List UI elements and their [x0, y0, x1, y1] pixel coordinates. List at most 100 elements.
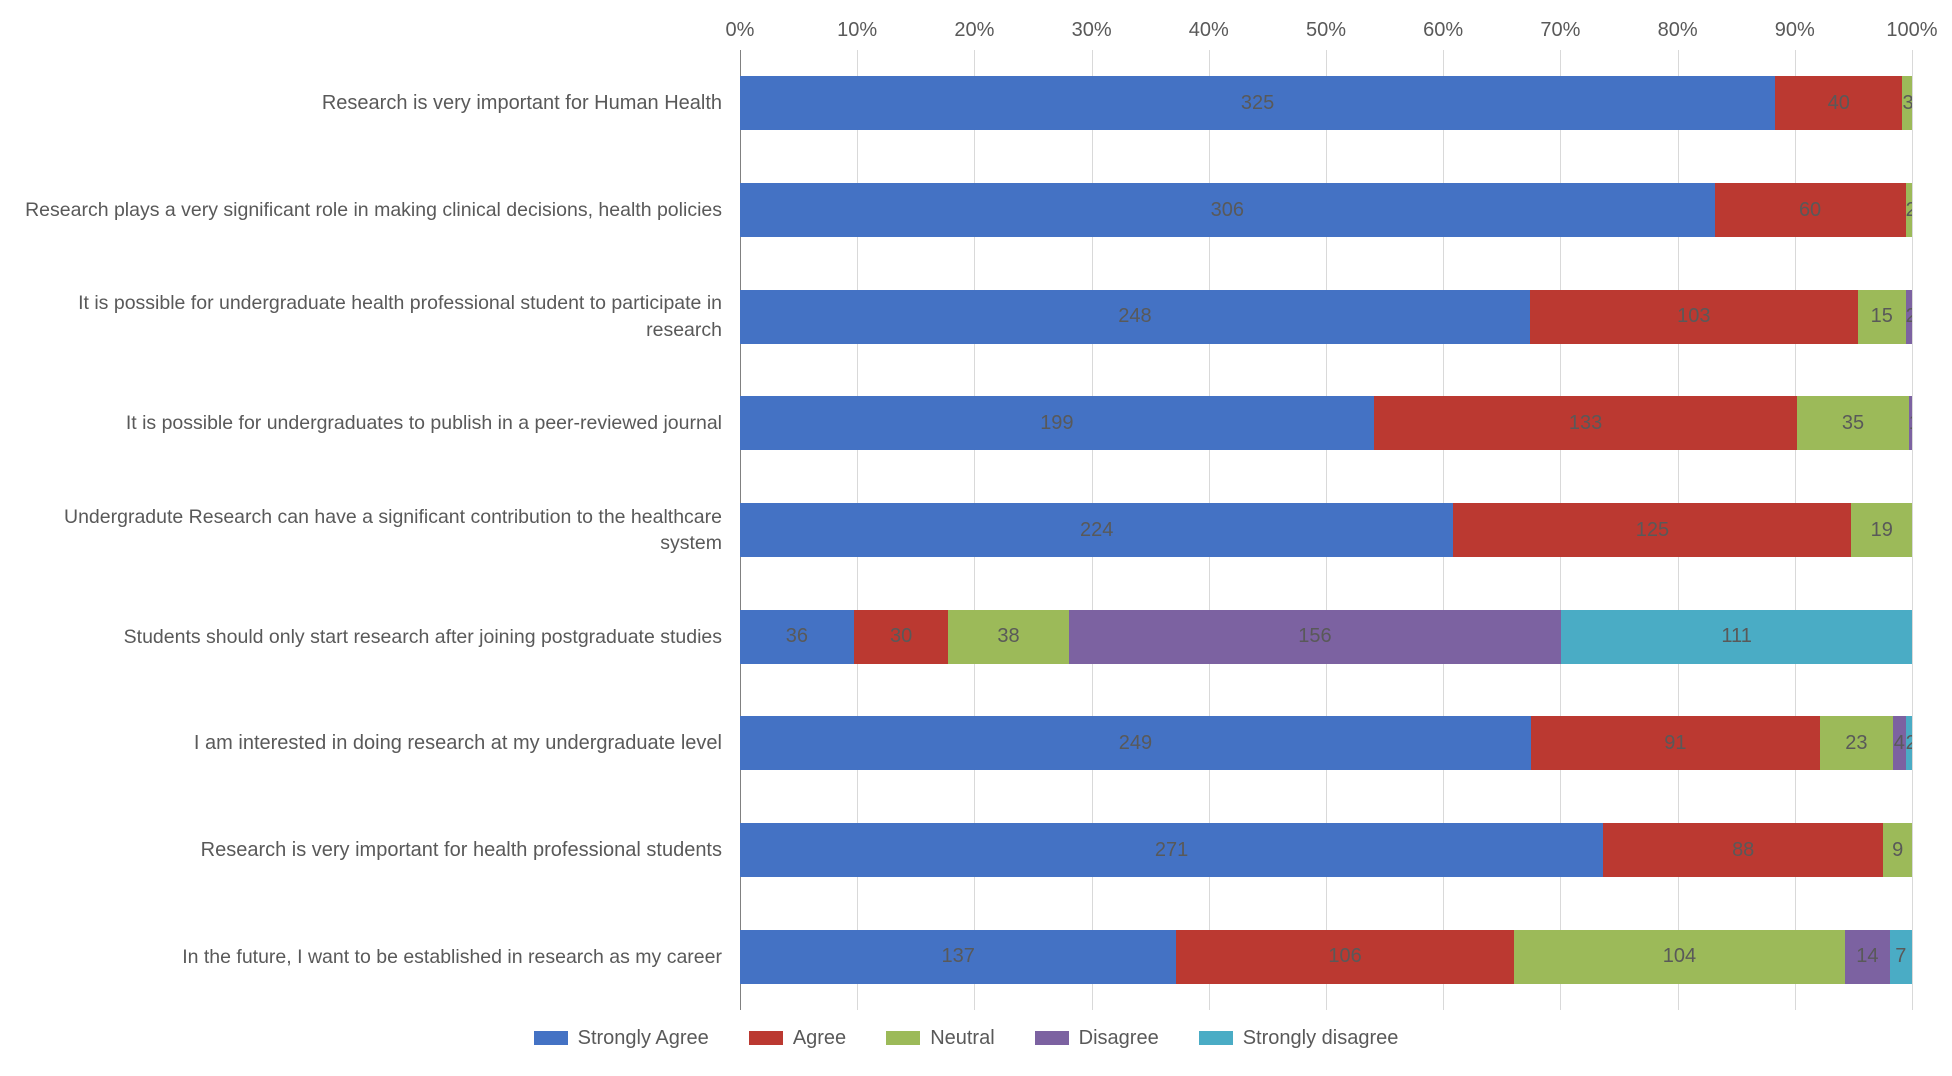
segment-value: 38 — [997, 625, 1019, 648]
segment-value: 60 — [1799, 199, 1821, 222]
legend-swatch — [749, 1031, 783, 1045]
segment-value: 2 — [1906, 199, 1912, 222]
segment-value: 199 — [1040, 412, 1073, 435]
x-axis-tick-label: 90% — [1775, 19, 1815, 42]
chart-row: Research plays a very significant role i… — [20, 157, 1912, 264]
segment-value: 133 — [1569, 412, 1602, 435]
gridline — [1912, 583, 1913, 690]
segment-value: 104 — [1663, 945, 1696, 968]
bar-segment-sa: 248 — [740, 290, 1530, 344]
segment-value: 3 — [1902, 92, 1912, 115]
segment-value: 23 — [1845, 732, 1867, 755]
gridline — [1912, 50, 1913, 157]
bar-segment-a: 40 — [1775, 76, 1902, 130]
bar-segment-sa: 36 — [740, 610, 854, 664]
stacked-bar: 363038156111 — [740, 610, 1912, 664]
bar-segment-a: 125 — [1453, 503, 1851, 557]
stacked-bar: 199 133 35 1 — [740, 396, 1912, 450]
bar-segment-sa: 199 — [740, 396, 1374, 450]
bar-segment-a: 30 — [854, 610, 949, 664]
segment-value: 88 — [1732, 839, 1754, 862]
legend-item-sa: Strongly Agree — [534, 1027, 709, 1050]
segment-value: 30 — [890, 625, 912, 648]
segment-value: 14 — [1856, 945, 1878, 968]
bar-segment-sa: 249 — [740, 716, 1531, 770]
row-label: It is possible for undergraduate health … — [20, 263, 740, 370]
legend-item-a: Agree — [749, 1027, 846, 1050]
bar-cell: 271889 — [740, 797, 1912, 904]
segment-value: 325 — [1241, 92, 1274, 115]
bar-cell: 248 103 15 2 — [740, 263, 1912, 370]
bar-cell: 224 125 19 — [740, 477, 1912, 584]
x-axis-tick-label: 30% — [1072, 19, 1112, 42]
segment-value: 15 — [1871, 305, 1893, 328]
chart-row: Students should only start research afte… — [20, 583, 1912, 690]
legend-item-sd: Strongly disagree — [1199, 1027, 1399, 1050]
legend-item-n: Neutral — [886, 1027, 994, 1050]
bar-segment-d: 156 — [1069, 610, 1562, 664]
legend-swatch — [1199, 1031, 1233, 1045]
legend-swatch — [534, 1031, 568, 1045]
chart-row: It is possible for undergraduate health … — [20, 263, 1912, 370]
bar-segment-n: 38 — [948, 610, 1068, 664]
segment-value: 2 — [1906, 732, 1912, 755]
bar-cell: 363038156111 — [740, 583, 1912, 690]
plot-area: Research is very important for Human Hea… — [20, 50, 1912, 1010]
stacked-bar: 137106104147 — [740, 930, 1912, 984]
legend: Strongly Agree Agree Neutral Disagree Strong… — [20, 1010, 1912, 1066]
legend-label: Neutral — [930, 1027, 994, 1050]
stacked-bar: 249912342 — [740, 716, 1912, 770]
gridline — [1912, 157, 1913, 264]
segment-value: 249 — [1119, 732, 1152, 755]
bar-segment-n: 19 — [1851, 503, 1912, 557]
stacked-bar: 271889 — [740, 823, 1912, 877]
legend-swatch — [1035, 1031, 1069, 1045]
segment-value: 2 — [1906, 305, 1912, 328]
bar-segment-n: 15 — [1858, 290, 1906, 344]
x-axis-tick-label: 70% — [1540, 19, 1580, 42]
segment-value: 1 — [1909, 412, 1912, 435]
bar-segment-sd: 7 — [1890, 930, 1912, 984]
bar-segment-d: 14 — [1845, 930, 1890, 984]
x-axis: 0%10%20%30%40%50%60%70%80%90%100% — [20, 10, 1912, 50]
x-axis-tick-label: 0% — [726, 19, 755, 42]
row-label: It is possible for undergraduates to pub… — [20, 370, 740, 477]
segment-value: 137 — [941, 945, 974, 968]
bar-segment-a: 103 — [1530, 290, 1858, 344]
legend-label: Disagree — [1079, 1027, 1159, 1050]
segment-value: 224 — [1080, 519, 1113, 542]
segment-value: 35 — [1842, 412, 1864, 435]
legend-label: Agree — [793, 1027, 846, 1050]
row-label: I am interested in doing research at my … — [20, 690, 740, 797]
stacked-bar: 224 125 19 — [740, 503, 1912, 557]
legend-item-d: Disagree — [1035, 1027, 1159, 1050]
bar-segment-a: 91 — [1531, 716, 1820, 770]
segment-value: 19 — [1871, 519, 1893, 542]
segment-value: 306 — [1211, 199, 1244, 222]
segment-value: 9 — [1892, 839, 1903, 862]
segment-value: 156 — [1298, 625, 1331, 648]
bar-segment-sa: 306 — [740, 183, 1715, 237]
gridline — [1912, 797, 1913, 904]
x-axis-ticks: 0%10%20%30%40%50%60%70%80%90%100% — [740, 10, 1912, 50]
stacked-bar-chart: 0%10%20%30%40%50%60%70%80%90%100% Resear… — [0, 0, 1952, 1076]
chart-row: In the future, I want to be established … — [20, 903, 1912, 1010]
bar-cell: 306 60 2 — [740, 157, 1912, 264]
segment-value: 7 — [1895, 945, 1906, 968]
bar-segment-a: 133 — [1374, 396, 1798, 450]
row-label: Research is very important for Human Hea… — [20, 50, 740, 157]
chart-row: Undergradute Research can have a signifi… — [20, 477, 1912, 584]
gridline — [1912, 263, 1913, 370]
row-label: Research is very important for health pr… — [20, 797, 740, 904]
segment-value: 125 — [1636, 519, 1669, 542]
gridline — [1912, 370, 1913, 477]
legend-swatch — [886, 1031, 920, 1045]
chart-row: Research is very important for Human Hea… — [20, 50, 1912, 157]
bar-segment-d: 2 — [1906, 290, 1912, 344]
legend-label: Strongly disagree — [1243, 1027, 1399, 1050]
segment-value: 103 — [1677, 305, 1710, 328]
bar-segment-a: 60 — [1715, 183, 1906, 237]
bar-cell: 137106104147 — [740, 903, 1912, 1010]
bar-segment-a: 88 — [1603, 823, 1883, 877]
bar-segment-n: 23 — [1820, 716, 1893, 770]
